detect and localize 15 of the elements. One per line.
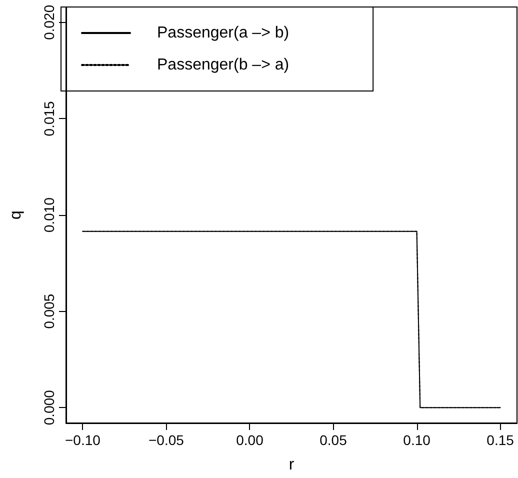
x-tick-label: 0.10 [403, 432, 431, 448]
y-tick-label: 0.005 [41, 294, 57, 329]
y-tick-label: 0.015 [41, 100, 57, 136]
legend-label: Passenger(b –> a) [157, 56, 290, 74]
y-tick-label: 0.010 [41, 197, 57, 233]
x-tick-label: 0.00 [236, 432, 264, 448]
x-axis-title: r [288, 456, 295, 474]
x-tick-label: −0.05 [148, 432, 184, 448]
x-tick-label: 0.15 [486, 432, 514, 448]
y-axis-title: q [8, 210, 24, 220]
y-tick-label: 0.000 [41, 390, 57, 426]
x-tick-label: 0.05 [320, 432, 348, 448]
legend-label: Passenger(a –> b) [157, 24, 290, 42]
y-tick-label: 0.020 [41, 4, 57, 40]
x-tick-label: −0.10 [64, 432, 101, 448]
